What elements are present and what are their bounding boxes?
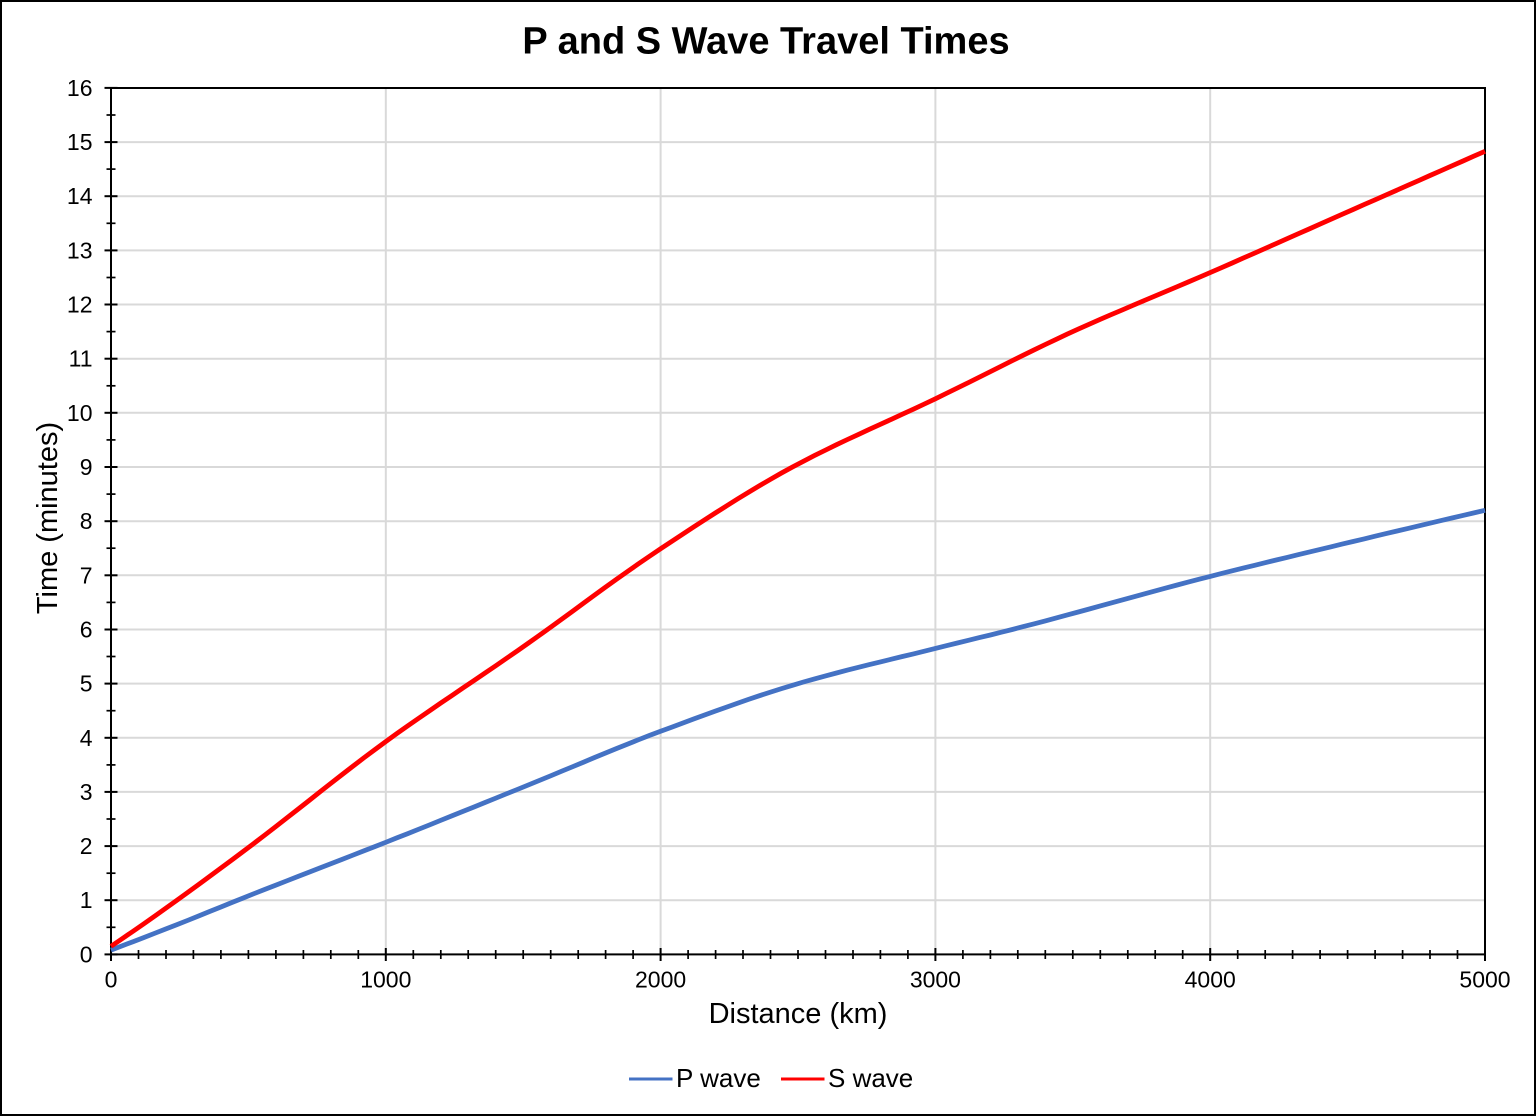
svg-text:11: 11 bbox=[69, 346, 93, 372]
svg-text:7: 7 bbox=[80, 562, 93, 588]
svg-text:P and S Wave Travel Times: P and S Wave Travel Times bbox=[522, 21, 1009, 63]
svg-text:S wave: S wave bbox=[828, 1063, 913, 1093]
svg-text:2: 2 bbox=[80, 833, 93, 859]
svg-text:4: 4 bbox=[80, 725, 93, 751]
svg-text:13: 13 bbox=[67, 237, 93, 263]
svg-text:8: 8 bbox=[80, 508, 93, 534]
svg-text:P wave: P wave bbox=[676, 1063, 761, 1093]
svg-text:1000: 1000 bbox=[360, 967, 411, 993]
svg-text:3: 3 bbox=[80, 779, 93, 805]
svg-text:9: 9 bbox=[80, 454, 93, 480]
svg-text:3000: 3000 bbox=[910, 967, 961, 993]
svg-text:4000: 4000 bbox=[1185, 967, 1236, 993]
svg-text:Time (minutes): Time (minutes) bbox=[32, 422, 64, 614]
svg-text:5000: 5000 bbox=[1459, 967, 1510, 993]
svg-text:16: 16 bbox=[67, 75, 93, 101]
svg-text:15: 15 bbox=[67, 129, 93, 155]
svg-text:0: 0 bbox=[80, 941, 93, 967]
svg-text:10: 10 bbox=[67, 400, 93, 426]
svg-text:14: 14 bbox=[67, 183, 93, 209]
svg-text:12: 12 bbox=[67, 292, 93, 318]
svg-text:0: 0 bbox=[105, 967, 118, 993]
svg-text:6: 6 bbox=[80, 617, 93, 643]
svg-text:2000: 2000 bbox=[635, 967, 686, 993]
svg-text:1: 1 bbox=[80, 887, 93, 913]
svg-text:5: 5 bbox=[80, 671, 93, 697]
svg-text:Distance (km): Distance (km) bbox=[709, 998, 888, 1030]
